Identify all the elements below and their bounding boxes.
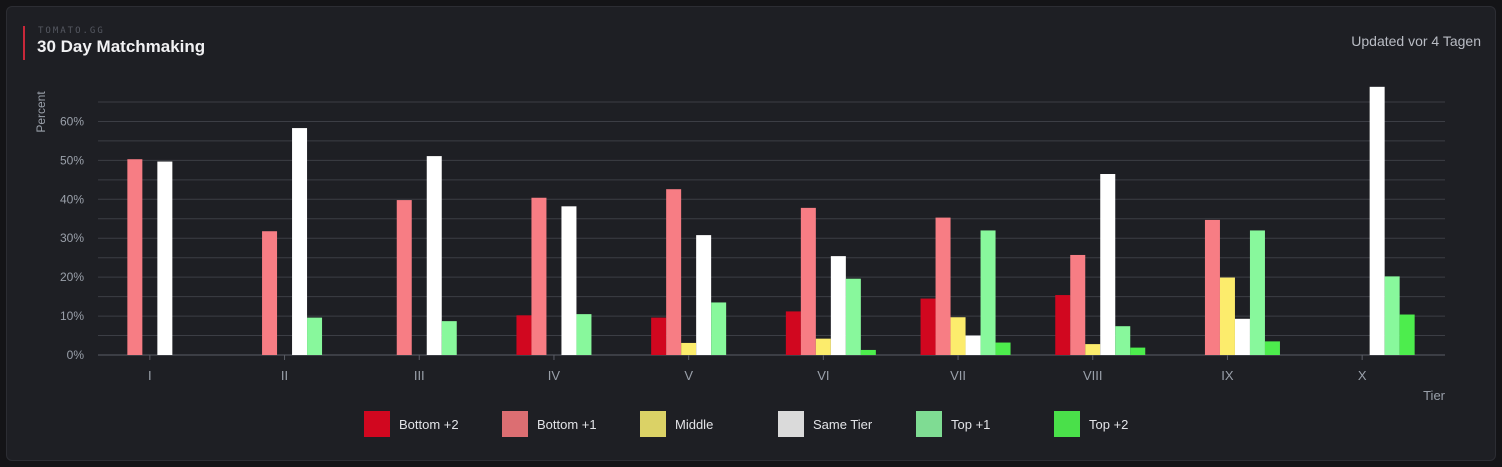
- axes: Percent Tier 0%10%20%30%40%50%60%I II III I…: [34, 91, 1446, 403]
- x-axis-label: Tier: [1423, 388, 1446, 403]
- bar-top-1-viii[interactable]: [1115, 326, 1131, 355]
- chart-legend: Bottom +2 Bottom +1 Middle Same Tier Top +1 T…: [364, 411, 1192, 437]
- bar-top-2-vii[interactable]: [995, 342, 1011, 355]
- bar-same-tier-vi[interactable]: [830, 256, 846, 355]
- bar-same-tier-i[interactable]: [157, 161, 173, 355]
- bar-top-1-iv[interactable]: [576, 314, 592, 355]
- legend-swatch: [364, 411, 390, 437]
- legend-swatch: [778, 411, 804, 437]
- y-tick-label: 30%: [60, 231, 84, 245]
- y-axis-label: Percent: [34, 91, 48, 133]
- updated-timestamp: Updated vor 4 Tagen: [1351, 33, 1481, 49]
- legend-item-middle[interactable]: Middle: [640, 411, 778, 437]
- brand-label: TOMATO.GG: [38, 26, 105, 36]
- legend-swatch: [1054, 411, 1080, 437]
- bar-middle-vii[interactable]: [950, 317, 966, 355]
- legend-label: Top +2: [1089, 416, 1129, 432]
- bar-same-tier-iii[interactable]: [426, 156, 442, 355]
- legend-item-top-1[interactable]: Top +1: [916, 411, 1054, 437]
- x-tick-label: IV: [548, 368, 561, 383]
- x-tick-label: V: [684, 368, 693, 383]
- bar-bottom-1-vii[interactable]: [935, 217, 951, 355]
- legend-swatch: [916, 411, 942, 437]
- x-tick-label: X: [1358, 368, 1367, 383]
- bar-top-1-ix[interactable]: [1249, 230, 1265, 355]
- bar-same-tier-v[interactable]: [696, 235, 712, 355]
- bar-same-tier-viii[interactable]: [1100, 174, 1116, 355]
- y-tick-label: 40%: [60, 192, 84, 206]
- y-tick-label: 0%: [67, 348, 85, 362]
- bar-middle-v[interactable]: [681, 342, 697, 355]
- bar-top-2-ix[interactable]: [1264, 341, 1280, 355]
- bar-same-tier-ix[interactable]: [1234, 318, 1250, 355]
- bar-bottom-1-i[interactable]: [127, 159, 143, 355]
- bar-same-tier-vii[interactable]: [965, 335, 981, 355]
- x-tick-label: IX: [1221, 368, 1234, 383]
- bar-bottom-1-ii[interactable]: [262, 231, 278, 355]
- legend-swatch: [640, 411, 666, 437]
- bar-bottom-1-iv[interactable]: [531, 197, 547, 355]
- bar-middle-ix[interactable]: [1219, 277, 1235, 355]
- bar-bottom-1-iii[interactable]: [396, 200, 412, 355]
- x-tick-label: VI: [817, 368, 829, 383]
- legend-item-top-2[interactable]: Top +2: [1054, 411, 1192, 437]
- bar-bottom-2-vi[interactable]: [785, 311, 801, 355]
- y-tick-label: 60%: [60, 114, 84, 128]
- bars: [127, 86, 1415, 355]
- x-tick-label: VIII: [1083, 368, 1103, 383]
- legend-label: Middle: [675, 416, 714, 432]
- legend-item-bottom-2[interactable]: Bottom +2: [364, 411, 502, 437]
- y-tick-label: 20%: [60, 270, 84, 284]
- bar-top-2-vi[interactable]: [860, 349, 876, 355]
- bar-bottom-1-v[interactable]: [666, 189, 682, 355]
- bar-bottom-1-viii[interactable]: [1070, 254, 1086, 355]
- bar-top-1-vii[interactable]: [980, 230, 996, 355]
- chart-card: TOMATO.GG 30 Day Matchmaking Updated vor…: [6, 6, 1496, 461]
- bar-top-1-x[interactable]: [1384, 276, 1400, 355]
- bar-same-tier-iv[interactable]: [561, 206, 577, 355]
- bar-middle-vi[interactable]: [815, 338, 831, 355]
- y-tick-label: 50%: [60, 153, 84, 167]
- legend-swatch: [502, 411, 528, 437]
- y-tick-label: 10%: [60, 309, 84, 323]
- x-tick-label: I: [148, 368, 152, 383]
- bar-same-tier-x[interactable]: [1369, 86, 1385, 355]
- legend-item-bottom-1[interactable]: Bottom +1: [502, 411, 640, 437]
- chart-title: 30 Day Matchmaking: [37, 37, 206, 56]
- bar-bottom-1-vi[interactable]: [800, 207, 816, 355]
- legend-label: Bottom +1: [537, 416, 597, 432]
- bar-bottom-1-ix[interactable]: [1204, 219, 1220, 355]
- bar-top-2-x[interactable]: [1399, 314, 1415, 355]
- legend-item-same-tier[interactable]: Same Tier: [778, 411, 916, 437]
- legend-label: Bottom +2: [399, 416, 459, 432]
- bar-top-1-ii[interactable]: [307, 317, 323, 355]
- bar-top-2-viii[interactable]: [1130, 347, 1146, 355]
- bar-bottom-2-v[interactable]: [651, 317, 667, 355]
- bar-bottom-2-iv[interactable]: [516, 315, 532, 355]
- legend-label: Same Tier: [813, 416, 873, 432]
- x-tick-label: VII: [950, 368, 966, 383]
- bar-top-1-v[interactable]: [711, 302, 727, 355]
- bar-same-tier-ii[interactable]: [292, 128, 308, 355]
- x-tick-label: II: [281, 368, 288, 383]
- title-accent-bar: [23, 26, 25, 60]
- legend-label: Top +1: [951, 416, 991, 432]
- x-tick-label: III: [414, 368, 425, 383]
- bar-bottom-2-vii[interactable]: [920, 298, 936, 355]
- bar-top-1-vi[interactable]: [845, 278, 861, 355]
- bar-middle-viii[interactable]: [1085, 344, 1101, 355]
- bar-top-1-iii[interactable]: [441, 321, 457, 355]
- bar-bottom-2-viii[interactable]: [1055, 295, 1071, 355]
